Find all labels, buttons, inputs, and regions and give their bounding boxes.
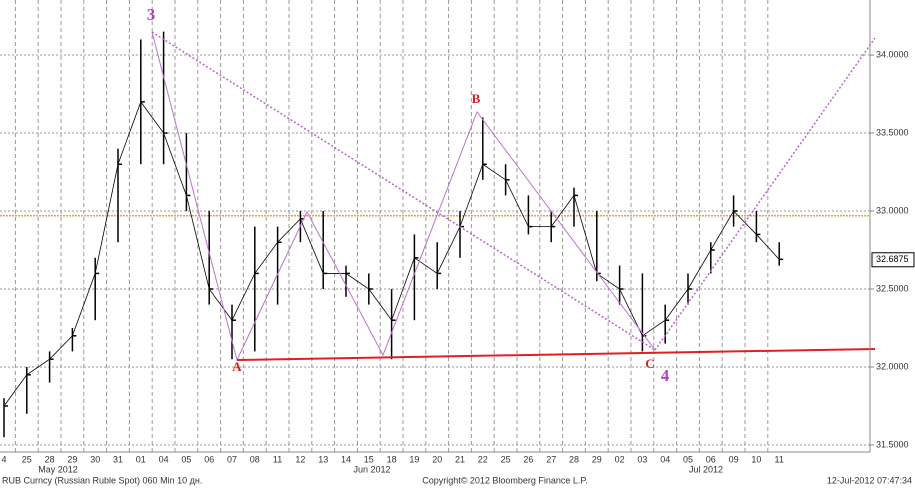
- x-tick-label: 07: [227, 454, 237, 464]
- x-tick-label: 06: [204, 454, 214, 464]
- wave-label: 3: [147, 5, 156, 24]
- x-tick-label: 12: [295, 454, 305, 464]
- x-tick-label: 05: [683, 454, 693, 464]
- x-tick-label: 31: [113, 454, 123, 464]
- x-tick-label: 01: [136, 454, 146, 464]
- x-tick-label: 4: [1, 454, 6, 464]
- y-tick-label: 33.0000: [876, 205, 909, 215]
- x-tick-label: 04: [660, 454, 670, 464]
- wave-label: 4: [661, 366, 670, 385]
- last-price-box: [871, 252, 915, 268]
- x-tick-label: 29: [592, 454, 602, 464]
- month-label: Jul 2012: [689, 464, 723, 474]
- grid: [0, 0, 870, 452]
- x-tick-label: 29: [67, 454, 77, 464]
- trend-line: [151, 31, 656, 351]
- x-tick-label: 06: [706, 454, 716, 464]
- y-tick-label: 32.5000: [876, 283, 909, 293]
- x-tick-label: 11: [273, 454, 282, 464]
- x-tick-label: 14: [341, 454, 351, 464]
- x-tick-label: 15: [364, 454, 374, 464]
- annotations: 3 A B C 4: [147, 5, 876, 385]
- wave-label: B: [472, 91, 481, 106]
- last-price-label: 32.6875: [876, 254, 909, 264]
- y-tick-label: 31.5000: [876, 439, 909, 449]
- price-bars: [3, 31, 784, 438]
- chart-title: RUB Curncy (Russian Ruble Spot) 060 Min …: [2, 475, 202, 485]
- wave-label: C: [645, 356, 654, 371]
- x-tick-label: 20: [432, 454, 442, 464]
- y-tick-label: 33.5000: [876, 127, 909, 137]
- y-tick-label: 34.0000: [876, 49, 909, 59]
- x-tick-label: 27: [546, 454, 556, 464]
- wave-label: A: [232, 359, 242, 374]
- x-tick-label: 30: [90, 454, 100, 464]
- wave-line: [151, 31, 656, 362]
- x-tick-label: 05: [181, 454, 191, 464]
- x-tick-label: 10: [751, 454, 761, 464]
- x-tick-label: 02: [615, 454, 625, 464]
- close-line: [3, 101, 780, 407]
- x-tick-label: 04: [159, 454, 169, 464]
- x-tick-label: 28: [45, 454, 55, 464]
- x-tick-label: 03: [637, 454, 647, 464]
- support-line: [236, 348, 876, 361]
- x-tick-label: 25: [501, 454, 511, 464]
- x-tick-label: 25: [22, 454, 32, 464]
- x-tick-label: 13: [318, 454, 328, 464]
- x-tick-label: 21: [455, 454, 465, 464]
- x-tick-label: 08: [250, 454, 260, 464]
- timestamp: 12-Jul-2012 07:47:34: [827, 475, 912, 485]
- x-tick-label: 19: [409, 454, 419, 464]
- x-tick-label: 18: [387, 454, 397, 464]
- x-tick-label: 22: [478, 454, 488, 464]
- x-tick-label: 28: [569, 454, 579, 464]
- x-tick-label: 26: [523, 454, 533, 464]
- month-label: May 2012: [38, 464, 78, 474]
- copyright: Copyright© 2012 Bloomberg Finance L.P.: [422, 475, 588, 485]
- x-tick-label: 11: [775, 454, 784, 464]
- plot-area: [0, 0, 870, 452]
- y-tick-label: 32.0000: [876, 361, 909, 371]
- x-tick-label: 09: [729, 454, 739, 464]
- month-label: Jun 2012: [353, 464, 390, 474]
